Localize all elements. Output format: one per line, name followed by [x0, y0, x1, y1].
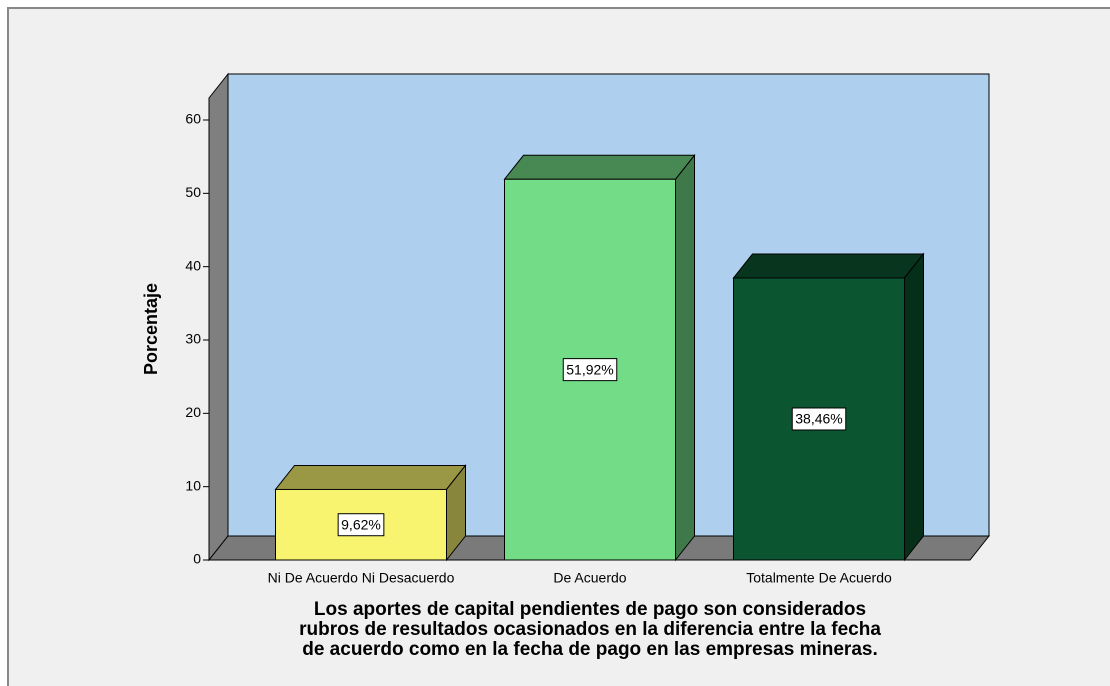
data-label-box: [562, 358, 618, 382]
data-label: 51,92%: [566, 361, 613, 377]
x-tick-label: De Acuerdo: [553, 570, 626, 586]
bar-side: [675, 153, 695, 562]
y-tick-label: 60: [185, 111, 201, 127]
x-axis-label: rubros de resultados ocasionados en la d…: [299, 619, 881, 640]
bar-top: [274, 464, 467, 490]
y-tick-label: 30: [185, 331, 201, 347]
data-label: 38,46%: [795, 411, 842, 427]
left-wall: [208, 72, 229, 562]
y-tick-label: 0: [193, 551, 201, 567]
data-label-box: [337, 513, 385, 537]
x-tick-label: Totalmente De Acuerdo: [746, 570, 892, 586]
bar-side: [904, 252, 924, 562]
y-tick-label: 20: [185, 404, 201, 420]
y-tick-label: 10: [185, 477, 201, 493]
bar-top: [503, 154, 696, 180]
y-axis-label: Porcentaje: [141, 283, 161, 375]
y-tick-label: 40: [185, 257, 201, 273]
bar-top: [732, 253, 925, 279]
x-axis-label: Los aportes de capital pendientes de pag…: [314, 599, 866, 620]
x-axis-label: de acuerdo como en la fecha de pago en l…: [302, 639, 878, 660]
y-tick-label: 50: [185, 184, 201, 200]
data-label: 9,62%: [341, 516, 381, 532]
data-label-box: [791, 407, 847, 431]
x-tick-label: Ni De Acuerdo Ni Desacuerdo: [268, 570, 455, 586]
